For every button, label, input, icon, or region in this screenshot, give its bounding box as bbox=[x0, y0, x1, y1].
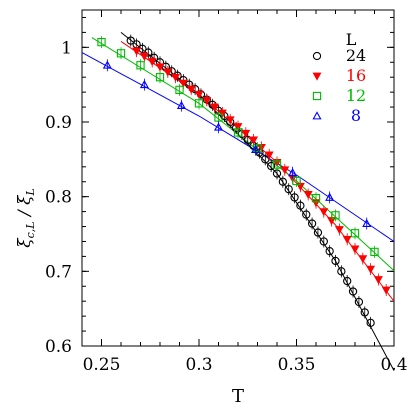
point-L16 bbox=[350, 245, 360, 254]
point-L24 bbox=[337, 267, 346, 276]
point-L24 bbox=[307, 219, 317, 228]
point-L8 bbox=[102, 60, 112, 69]
legend-label: 24 bbox=[346, 46, 366, 65]
point-L16 bbox=[303, 191, 313, 200]
point-L24 bbox=[348, 287, 358, 296]
point-L16 bbox=[264, 151, 274, 160]
point-L16 bbox=[342, 235, 352, 244]
point-L8 bbox=[213, 122, 224, 131]
point-L8 bbox=[251, 144, 261, 154]
point-L16 bbox=[210, 103, 220, 112]
point-L12 bbox=[331, 211, 340, 220]
y-tick-label: 0.7 bbox=[45, 262, 72, 282]
point-L12 bbox=[214, 113, 223, 122]
legend-label: 8 bbox=[351, 106, 361, 125]
point-L12 bbox=[292, 176, 301, 186]
point-L24 bbox=[278, 177, 287, 186]
point-L24 bbox=[360, 308, 369, 317]
point-L16 bbox=[241, 129, 251, 138]
axis-ticks: 0.25 0.3 0.35 0.4 0.6 0.7 0.8 0.9 1 bbox=[45, 10, 408, 375]
point-L24 bbox=[302, 210, 311, 219]
point-L24 bbox=[266, 161, 276, 171]
point-L12 bbox=[311, 194, 321, 203]
x-tick-label: 0.3 bbox=[185, 355, 212, 375]
point-L16 bbox=[373, 276, 383, 285]
point-L24 bbox=[313, 228, 323, 237]
point-L16 bbox=[186, 85, 196, 94]
point-L8 bbox=[362, 218, 372, 227]
point-L24 bbox=[343, 276, 352, 286]
point-L12 bbox=[350, 229, 360, 238]
point-L16 bbox=[249, 136, 259, 145]
point-L12 bbox=[370, 247, 379, 257]
point-L8 bbox=[288, 168, 298, 177]
point-L16 bbox=[334, 226, 344, 235]
point-L24 bbox=[296, 201, 305, 210]
point-L24 bbox=[284, 185, 293, 194]
y-tick-label: 0.9 bbox=[45, 113, 72, 133]
legend-title: L bbox=[346, 30, 357, 49]
legend-marker-L16 bbox=[312, 72, 322, 81]
point-L16 bbox=[319, 208, 329, 217]
point-L12 bbox=[272, 160, 282, 169]
point-L16 bbox=[178, 79, 188, 88]
point-L8 bbox=[176, 100, 186, 110]
legend-label: 12 bbox=[346, 86, 366, 105]
point-L24 bbox=[126, 36, 135, 45]
y-tick-label: 1 bbox=[61, 38, 72, 58]
point-L24 bbox=[290, 193, 299, 202]
point-L16 bbox=[194, 90, 204, 100]
legend-marker-L12 bbox=[312, 91, 322, 101]
legend-marker-L24 bbox=[312, 51, 322, 61]
point-L12 bbox=[155, 73, 165, 82]
point-L16 bbox=[139, 52, 149, 61]
data-points bbox=[97, 34, 391, 329]
legend-marker-L8 bbox=[312, 111, 322, 120]
point-L12 bbox=[97, 37, 106, 47]
point-L12 bbox=[194, 99, 204, 108]
point-L12 bbox=[233, 128, 243, 137]
point-L16 bbox=[132, 47, 142, 56]
point-L16 bbox=[381, 286, 391, 295]
point-L24 bbox=[325, 247, 334, 256]
point-L24 bbox=[366, 318, 375, 328]
legend-label: 16 bbox=[346, 66, 366, 85]
point-L12 bbox=[116, 49, 126, 58]
point-L16 bbox=[171, 73, 181, 82]
point-L12 bbox=[175, 85, 184, 95]
x-tick-label: 0.25 bbox=[83, 355, 121, 375]
point-L8 bbox=[139, 79, 149, 89]
point-L16 bbox=[366, 265, 376, 274]
point-L16 bbox=[280, 166, 290, 175]
point-L12 bbox=[136, 61, 145, 70]
point-L8 bbox=[325, 192, 335, 201]
point-L16 bbox=[358, 255, 368, 264]
point-L16 bbox=[155, 63, 165, 72]
point-L24 bbox=[319, 237, 328, 246]
point-L16 bbox=[163, 68, 173, 77]
x-tick-label: 0.4 bbox=[380, 355, 407, 375]
point-L16 bbox=[147, 58, 157, 67]
x-tick-label: 0.35 bbox=[278, 355, 316, 375]
y-tick-label: 0.8 bbox=[45, 188, 72, 208]
point-L24 bbox=[331, 256, 340, 266]
point-L24 bbox=[354, 297, 364, 307]
y-tick-label: 0.6 bbox=[45, 337, 72, 357]
x-axis-label: T bbox=[232, 386, 244, 407]
y-axis-label: ξc,L / ξL bbox=[15, 188, 37, 248]
point-L16 bbox=[225, 116, 235, 125]
point-L16 bbox=[202, 96, 212, 105]
